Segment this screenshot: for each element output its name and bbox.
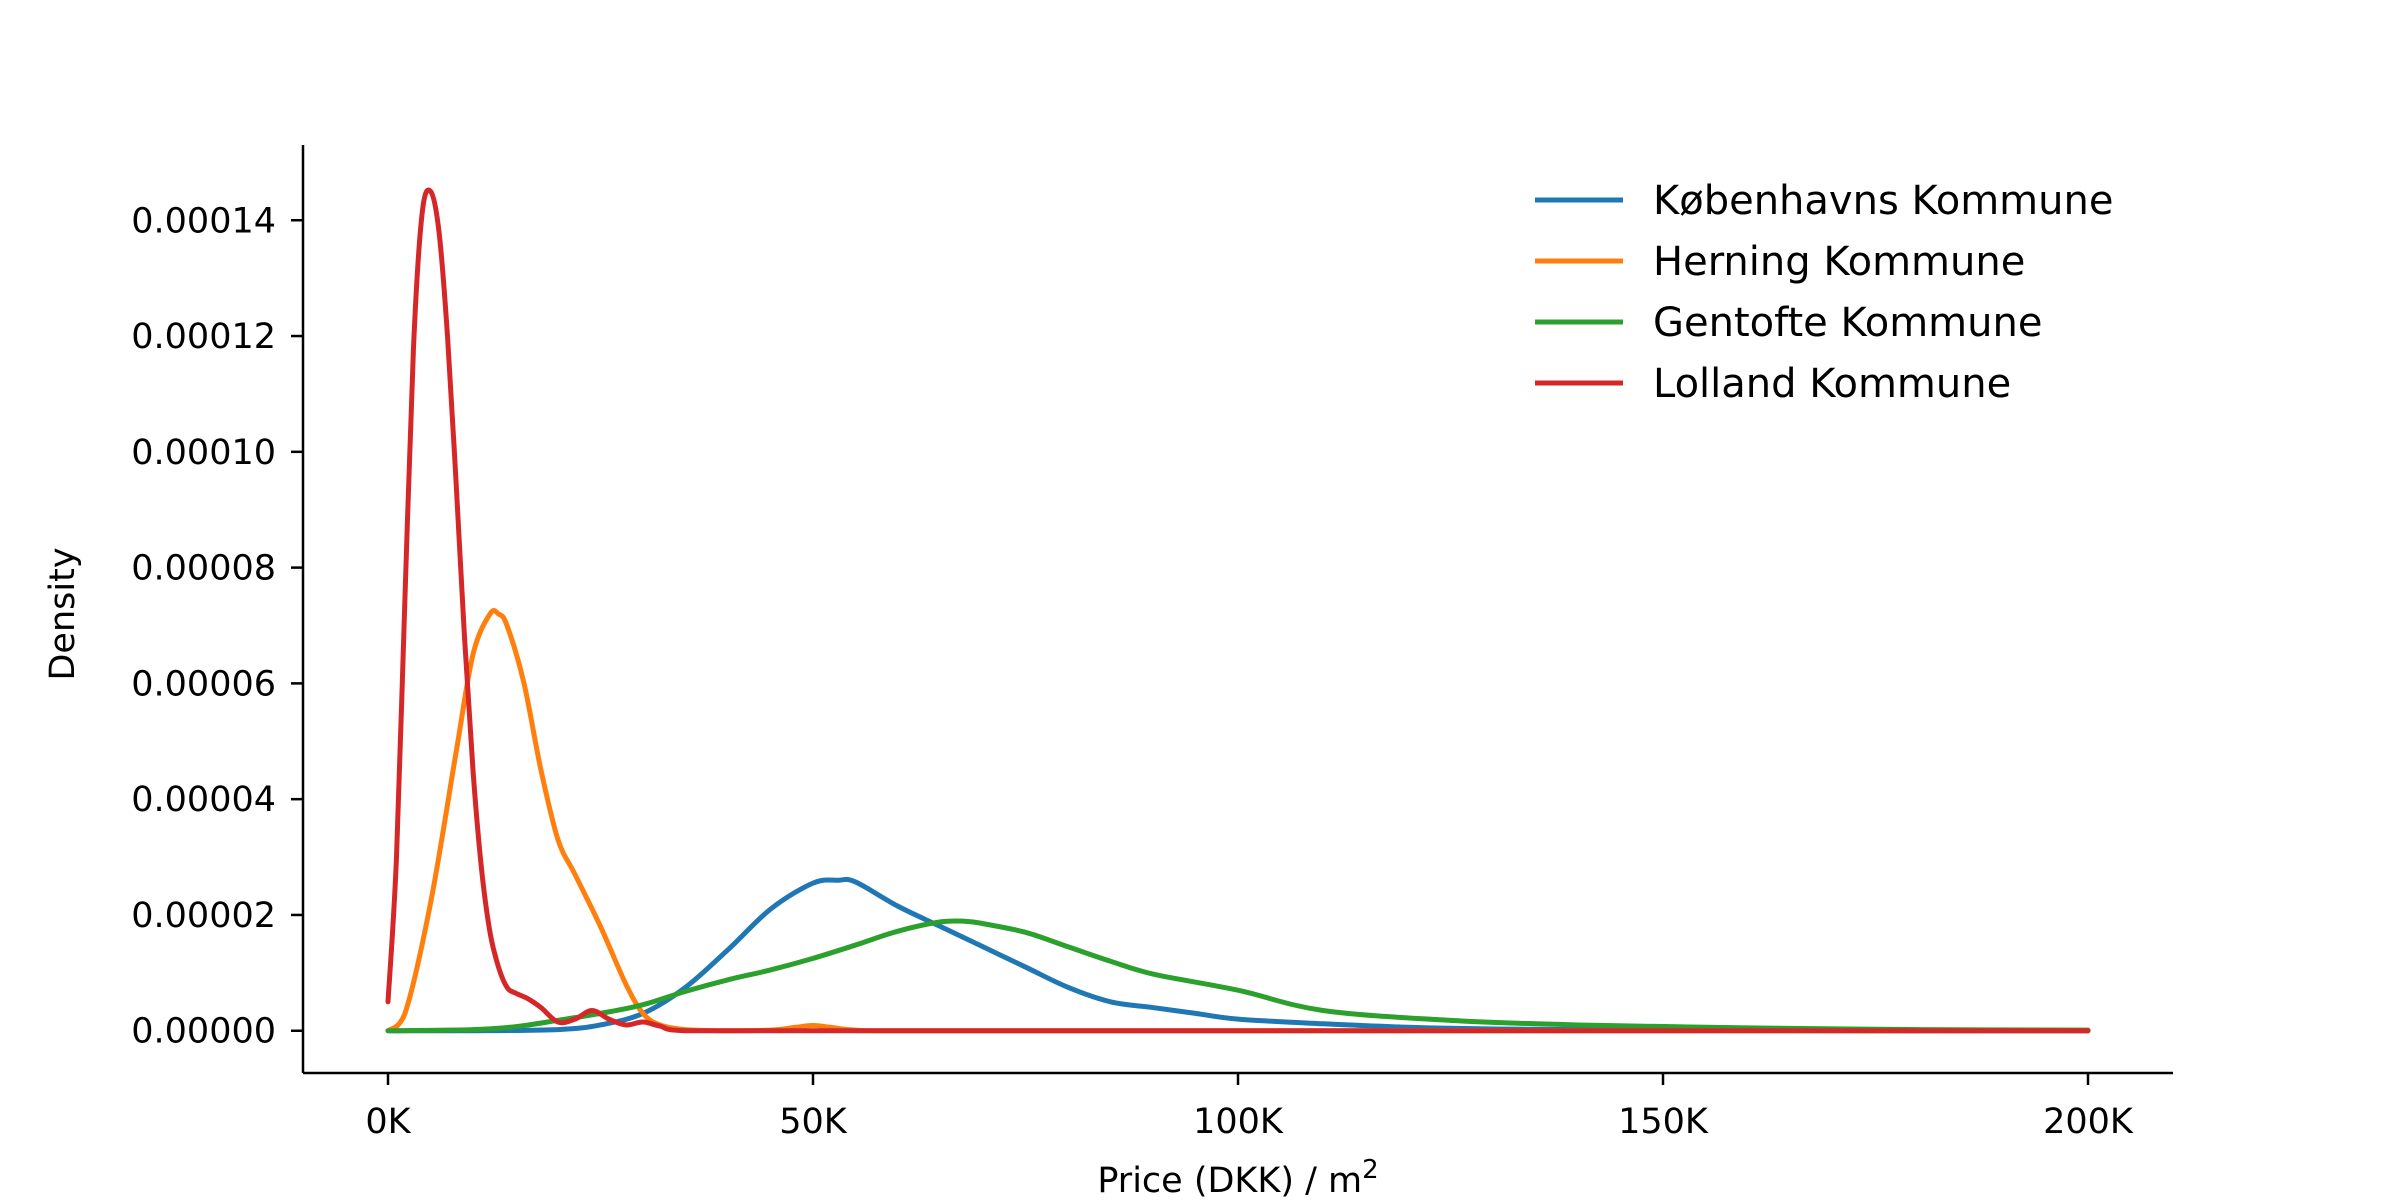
series-line-lolland-kommune: [385, 187, 2091, 1034]
x-axis-label-main: Price (DKK) / m: [1097, 1161, 1362, 1200]
y-tick-label: 0.00014: [131, 201, 276, 241]
legend-label-herning-kommune: Herning Kommune: [1653, 239, 2025, 285]
legend: Københavns Kommune Herning Kommune Gentoft…: [1535, 178, 2113, 407]
x-tick-label: 150K: [1618, 1102, 1709, 1142]
ticks: 0K 50K 100K 150K 200K 0.00000 0.00002 0.00004 0.…: [131, 201, 2134, 1142]
legend-label-gentofte-kommune: Gentofte Kommune: [1653, 300, 2042, 346]
series-line-k-benhavns-kommune: [385, 876, 2091, 1034]
y-tick-label: 0.00012: [131, 317, 276, 357]
x-tick-label: 200K: [2043, 1102, 2134, 1142]
y-axis-label: Density: [43, 547, 83, 680]
x-axis-label-superscript: 2: [1362, 1155, 1379, 1185]
y-tick-label: 0.00010: [131, 433, 276, 473]
y-tick-label: 0.00006: [131, 664, 276, 704]
series-line-herning-kommune: [385, 608, 2091, 1034]
series-lines: [385, 187, 2091, 1034]
legend-label-k-benhavns-kommune: Københavns Kommune: [1653, 178, 2113, 224]
y-tick-label: 0.00004: [131, 780, 276, 820]
x-tick-label: 50K: [779, 1102, 848, 1142]
legend-label-lolland-kommune: Lolland Kommune: [1653, 361, 2011, 407]
x-tick-label: 0K: [365, 1102, 411, 1142]
y-tick-label: 0.00002: [131, 896, 276, 936]
series-line-gentofte-kommune: [385, 918, 2091, 1034]
y-tick-label: 0.00000: [131, 1012, 276, 1052]
y-tick-label: 0.00008: [131, 549, 276, 589]
x-tick-label: 100K: [1193, 1102, 1284, 1142]
x-axis-label: Price (DKK) / m2: [1097, 1155, 1378, 1200]
